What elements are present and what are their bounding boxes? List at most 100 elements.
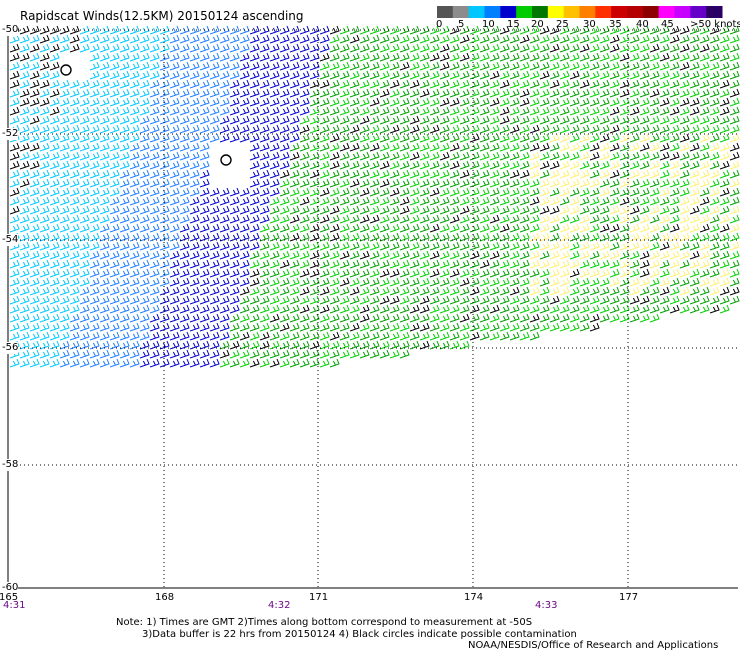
wind-barb bbox=[449, 88, 460, 98]
wind-barb bbox=[429, 286, 440, 296]
wind-barb bbox=[599, 115, 610, 125]
wind-barb bbox=[619, 151, 630, 161]
wind-barb bbox=[49, 223, 60, 233]
wind-barb bbox=[119, 178, 130, 188]
wind-barb bbox=[319, 295, 330, 305]
wind-barb bbox=[379, 196, 390, 206]
wind-barb bbox=[169, 52, 180, 62]
wind-barb bbox=[509, 268, 520, 278]
wind-barb bbox=[389, 331, 400, 341]
wind-barb bbox=[219, 358, 230, 368]
wind-barb bbox=[529, 133, 540, 143]
wind-barb bbox=[229, 349, 240, 359]
wind-barb bbox=[469, 70, 480, 80]
wind-barb bbox=[509, 70, 520, 80]
wind-barb bbox=[299, 88, 310, 98]
wind-barb bbox=[319, 232, 330, 242]
wind-barb bbox=[109, 25, 120, 35]
wind-barb bbox=[269, 178, 280, 188]
wind-barb bbox=[469, 124, 480, 134]
wind-barb bbox=[319, 61, 330, 71]
wind-barb bbox=[269, 286, 280, 296]
wind-barb bbox=[449, 331, 460, 341]
wind-barb bbox=[119, 88, 130, 98]
wind-barb bbox=[139, 250, 150, 260]
wind-barb bbox=[99, 205, 110, 215]
wind-barb bbox=[289, 223, 300, 233]
wind-barb bbox=[59, 97, 70, 107]
wind-barb bbox=[129, 133, 140, 143]
wind-barb bbox=[239, 187, 250, 197]
wind-barb bbox=[199, 142, 210, 152]
wind-barb bbox=[189, 160, 200, 170]
wind-barb bbox=[439, 43, 450, 53]
wind-barb bbox=[29, 187, 40, 197]
wind-barb bbox=[139, 151, 150, 161]
wind-barb bbox=[269, 88, 280, 98]
wind-barb bbox=[439, 232, 450, 242]
wind-barb bbox=[119, 61, 130, 71]
wind-barb bbox=[249, 142, 260, 152]
wind-barb bbox=[159, 196, 170, 206]
wind-barb bbox=[529, 196, 540, 206]
wind-barb bbox=[339, 286, 350, 296]
wind-barb bbox=[519, 151, 530, 161]
wind-barb bbox=[329, 178, 340, 188]
wind-barb bbox=[329, 259, 340, 269]
wind-barb bbox=[79, 259, 90, 269]
wind-barb bbox=[69, 196, 80, 206]
wind-barb bbox=[419, 313, 430, 323]
wind-barb bbox=[569, 295, 580, 305]
wind-barb bbox=[549, 268, 560, 278]
wind-barb bbox=[289, 187, 300, 197]
wind-barb bbox=[79, 187, 90, 197]
wind-barb bbox=[169, 358, 180, 368]
wind-barb bbox=[279, 178, 290, 188]
wind-barb bbox=[59, 34, 70, 44]
wind-barb bbox=[389, 34, 400, 44]
wind-barb bbox=[339, 232, 350, 242]
wind-barb bbox=[709, 70, 720, 80]
wind-barb bbox=[499, 259, 510, 269]
wind-barb bbox=[399, 133, 410, 143]
wind-barb bbox=[259, 340, 270, 350]
wind-barb bbox=[419, 79, 430, 89]
wind-barb bbox=[589, 295, 600, 305]
wind-barb bbox=[719, 43, 730, 53]
wind-barb bbox=[639, 34, 650, 44]
wind-barb bbox=[539, 106, 550, 116]
wind-barb bbox=[589, 214, 600, 224]
wind-barb bbox=[109, 205, 120, 215]
wind-barb bbox=[409, 34, 420, 44]
wind-barb bbox=[359, 160, 370, 170]
wind-barb bbox=[719, 70, 730, 80]
wind-barb bbox=[89, 61, 100, 71]
wind-barb bbox=[349, 115, 360, 125]
wind-barb bbox=[39, 295, 50, 305]
wind-barb bbox=[669, 187, 680, 197]
wind-barb bbox=[439, 196, 450, 206]
wind-barb bbox=[369, 70, 380, 80]
wind-barb bbox=[229, 313, 240, 323]
wind-barb bbox=[209, 97, 220, 107]
wind-barb bbox=[39, 340, 50, 350]
wind-barb bbox=[319, 43, 330, 53]
wind-barb bbox=[669, 169, 680, 179]
wind-barb bbox=[219, 295, 230, 305]
wind-barb bbox=[179, 277, 190, 287]
wind-barb bbox=[89, 232, 100, 242]
wind-barb bbox=[289, 322, 300, 332]
wind-barb bbox=[649, 313, 660, 323]
wind-barb bbox=[239, 358, 250, 368]
wind-barb bbox=[529, 34, 540, 44]
wind-barb bbox=[59, 79, 70, 89]
wind-barb bbox=[669, 52, 680, 62]
wind-barb bbox=[119, 241, 130, 251]
wind-barb bbox=[149, 124, 160, 134]
wind-barb bbox=[329, 34, 340, 44]
wind-barb bbox=[109, 52, 120, 62]
wind-barb bbox=[609, 250, 620, 260]
legend-swatch bbox=[674, 6, 691, 18]
wind-barb bbox=[639, 79, 650, 89]
wind-barb bbox=[569, 97, 580, 107]
